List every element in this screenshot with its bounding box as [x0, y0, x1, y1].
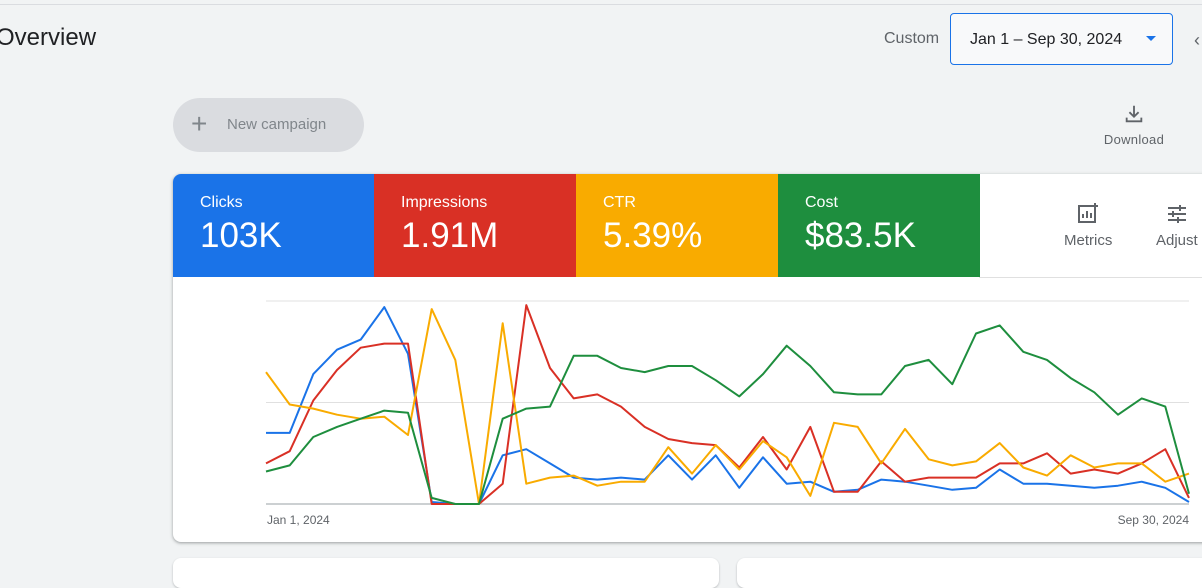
scorecard-value: 1.91M: [401, 216, 499, 255]
x-tick-end: Sep 30, 2024: [1118, 513, 1190, 527]
scorecard-clicks[interactable]: Clicks 103K: [173, 174, 375, 277]
scorecard-impressions[interactable]: Impressions 1.91M: [374, 174, 576, 277]
lower-card-right: [737, 558, 1202, 588]
top-divider: [0, 0, 1202, 5]
scorecard-label: Cost: [805, 194, 838, 211]
series-line-clicks: [266, 306, 1190, 505]
new-campaign-label: New campaign: [227, 116, 327, 133]
chevron-left-icon[interactable]: ‹: [1194, 30, 1200, 50]
tune-icon: [1167, 205, 1186, 223]
metrics-button[interactable]: Metrics: [1064, 202, 1112, 249]
date-range-dropdown[interactable]: Jan 1 – Sep 30, 2024: [950, 13, 1173, 65]
download-icon: [1125, 105, 1143, 123]
download-label: Download: [1103, 132, 1165, 147]
scorecard-label: CTR: [603, 194, 636, 211]
lower-card-left: [173, 558, 719, 588]
scorecard-label: Impressions: [401, 194, 488, 211]
new-campaign-button[interactable]: + New campaign: [173, 98, 364, 152]
performance-card: Clicks 103K Impressions 1.91M CTR 5.39% …: [173, 174, 1202, 542]
plus-icon: +: [191, 108, 208, 139]
date-preset-label: Custom: [884, 30, 940, 47]
chart-tools: Metrics Adjust: [979, 174, 1202, 278]
metrics-label: Metrics: [1064, 232, 1113, 249]
scorecard-cost[interactable]: Cost $83.5K: [778, 174, 980, 277]
x-tick-start: Jan 1, 2024: [267, 513, 330, 527]
metrics-icon: [1078, 203, 1099, 223]
download-button[interactable]: Download: [1098, 103, 1170, 147]
date-range-value: Jan 1 – Sep 30, 2024: [970, 31, 1123, 48]
dropdown-arrow-icon: [1146, 36, 1156, 41]
scorecard-label: Clicks: [200, 194, 243, 211]
scorecard-value: 103K: [200, 216, 282, 255]
series-line-cost: [265, 324, 1190, 505]
scorecard-value: 5.39%: [603, 216, 703, 255]
scorecard-ctr[interactable]: CTR 5.39%: [576, 174, 778, 277]
adjust-button[interactable]: Adjust: [1156, 202, 1198, 249]
series-line-ctr: [265, 308, 1190, 505]
scorecard-value: $83.5K: [805, 216, 916, 255]
series-line-impressions: [265, 304, 1190, 505]
page-title: Overview: [0, 24, 97, 51]
performance-chart: Jan 1, 2024 Sep 30, 2024: [265, 300, 1190, 527]
adjust-label: Adjust: [1156, 232, 1198, 249]
